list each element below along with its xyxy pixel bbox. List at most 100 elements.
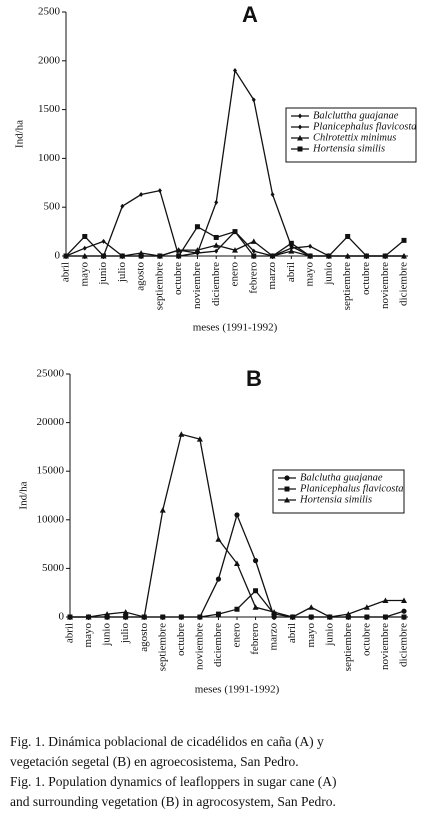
y-tick-label: 1000 xyxy=(38,152,61,164)
legend-marker xyxy=(297,135,303,141)
caption-line: Fig. 1. Population dynamics of leafloppe… xyxy=(10,774,337,789)
marker xyxy=(232,229,238,235)
y-tick-label: 500 xyxy=(44,201,61,213)
marker xyxy=(176,253,182,259)
x-tick-label: febrero xyxy=(247,262,259,294)
marker xyxy=(85,614,92,620)
marker xyxy=(233,68,237,74)
marker xyxy=(82,245,87,251)
marker xyxy=(253,588,259,594)
marker xyxy=(63,253,69,259)
panel-label: A xyxy=(242,2,258,27)
marker xyxy=(401,614,407,620)
marker xyxy=(326,253,332,259)
marker xyxy=(120,203,125,209)
marker xyxy=(345,611,352,617)
marker xyxy=(252,604,259,610)
caption-line: vegetación segetal (B) en agroecosistema… xyxy=(10,754,299,769)
marker xyxy=(214,248,219,254)
marker xyxy=(215,576,222,582)
marker xyxy=(101,238,106,244)
x-tick-label: junio xyxy=(322,262,334,286)
x-axis-label: meses (1991-1992) xyxy=(195,684,280,696)
x-tick-label: septiembre xyxy=(153,262,165,310)
x-tick-label: agosto xyxy=(138,623,150,652)
marker xyxy=(213,242,220,248)
marker xyxy=(141,614,148,620)
x-tick-label: enero xyxy=(231,623,243,648)
marker xyxy=(159,507,166,513)
y-tick-label: 10000 xyxy=(37,513,65,525)
marker xyxy=(382,253,388,259)
legend-label: Chlrotettix minimus xyxy=(313,132,396,143)
x-tick-label: octubre xyxy=(360,262,372,295)
x-tick-label: mayo xyxy=(305,623,317,648)
x-tick-label: noviembre xyxy=(191,262,203,309)
marker xyxy=(234,512,240,518)
marker xyxy=(197,614,203,620)
legend-marker xyxy=(298,113,302,119)
legend-marker xyxy=(298,124,302,130)
x-tick-label: mayo xyxy=(82,623,94,648)
y-tick-label: 2000 xyxy=(38,54,61,66)
marker xyxy=(123,614,129,620)
marker xyxy=(363,253,369,259)
y-tick-label: 1500 xyxy=(38,103,61,115)
y-tick-label: 25000 xyxy=(37,368,65,380)
legend-marker xyxy=(284,475,290,481)
marker xyxy=(345,614,351,620)
x-tick-label: junio xyxy=(323,623,335,647)
marker xyxy=(234,560,240,567)
series-line xyxy=(70,433,404,618)
x-tick-label: julio xyxy=(116,262,128,284)
x-tick-label: septiembre xyxy=(342,623,354,671)
x-tick-label: mayo xyxy=(78,262,90,287)
marker xyxy=(214,199,219,205)
legend-label: Planicephalus flavicosta xyxy=(312,121,417,132)
marker xyxy=(382,597,389,603)
marker xyxy=(196,436,203,442)
x-tick-label: noviembre xyxy=(193,623,205,670)
x-tick-label: febrero xyxy=(249,623,261,655)
x-tick-label: abril xyxy=(285,262,297,282)
x-tick-label: septiembre xyxy=(341,262,353,310)
x-tick-label: octubre xyxy=(360,623,372,656)
marker xyxy=(251,97,256,103)
marker xyxy=(344,253,351,259)
marker xyxy=(250,238,257,244)
y-axis-label: Ind/ha xyxy=(18,481,30,509)
legend-label: Balclutha guajanae xyxy=(300,472,383,483)
marker xyxy=(363,604,370,610)
marker xyxy=(288,248,295,254)
marker xyxy=(288,240,294,246)
marker xyxy=(194,247,201,253)
x-tick-label: abril xyxy=(60,262,72,282)
marker xyxy=(271,609,278,615)
caption-line: and surrounding vegetation (B) in agroco… xyxy=(10,794,336,809)
marker xyxy=(157,253,163,259)
marker xyxy=(251,253,257,259)
legend-label: Planicephalus flavicosta xyxy=(299,483,404,494)
x-axis-label: meses (1991-1992) xyxy=(193,322,278,334)
marker xyxy=(215,536,222,542)
marker xyxy=(307,253,313,259)
marker xyxy=(270,253,276,259)
x-tick-label: septiembre xyxy=(156,623,168,671)
y-tick-label: 0 xyxy=(55,250,61,262)
series-line xyxy=(66,68,404,257)
y-tick-label: 15000 xyxy=(37,465,65,477)
x-tick-label: diciembre xyxy=(210,262,222,306)
x-tick-label: octubre xyxy=(172,262,184,295)
marker xyxy=(178,614,184,620)
x-tick-label: mayo xyxy=(304,262,316,287)
marker xyxy=(270,192,275,198)
x-tick-label: abril xyxy=(64,623,76,643)
marker xyxy=(289,614,296,620)
legend-label: Balcluttha guajanae xyxy=(313,110,399,121)
marker xyxy=(104,611,111,617)
marker xyxy=(401,237,407,243)
marker xyxy=(122,609,129,615)
marker xyxy=(194,224,200,230)
marker xyxy=(215,611,221,617)
